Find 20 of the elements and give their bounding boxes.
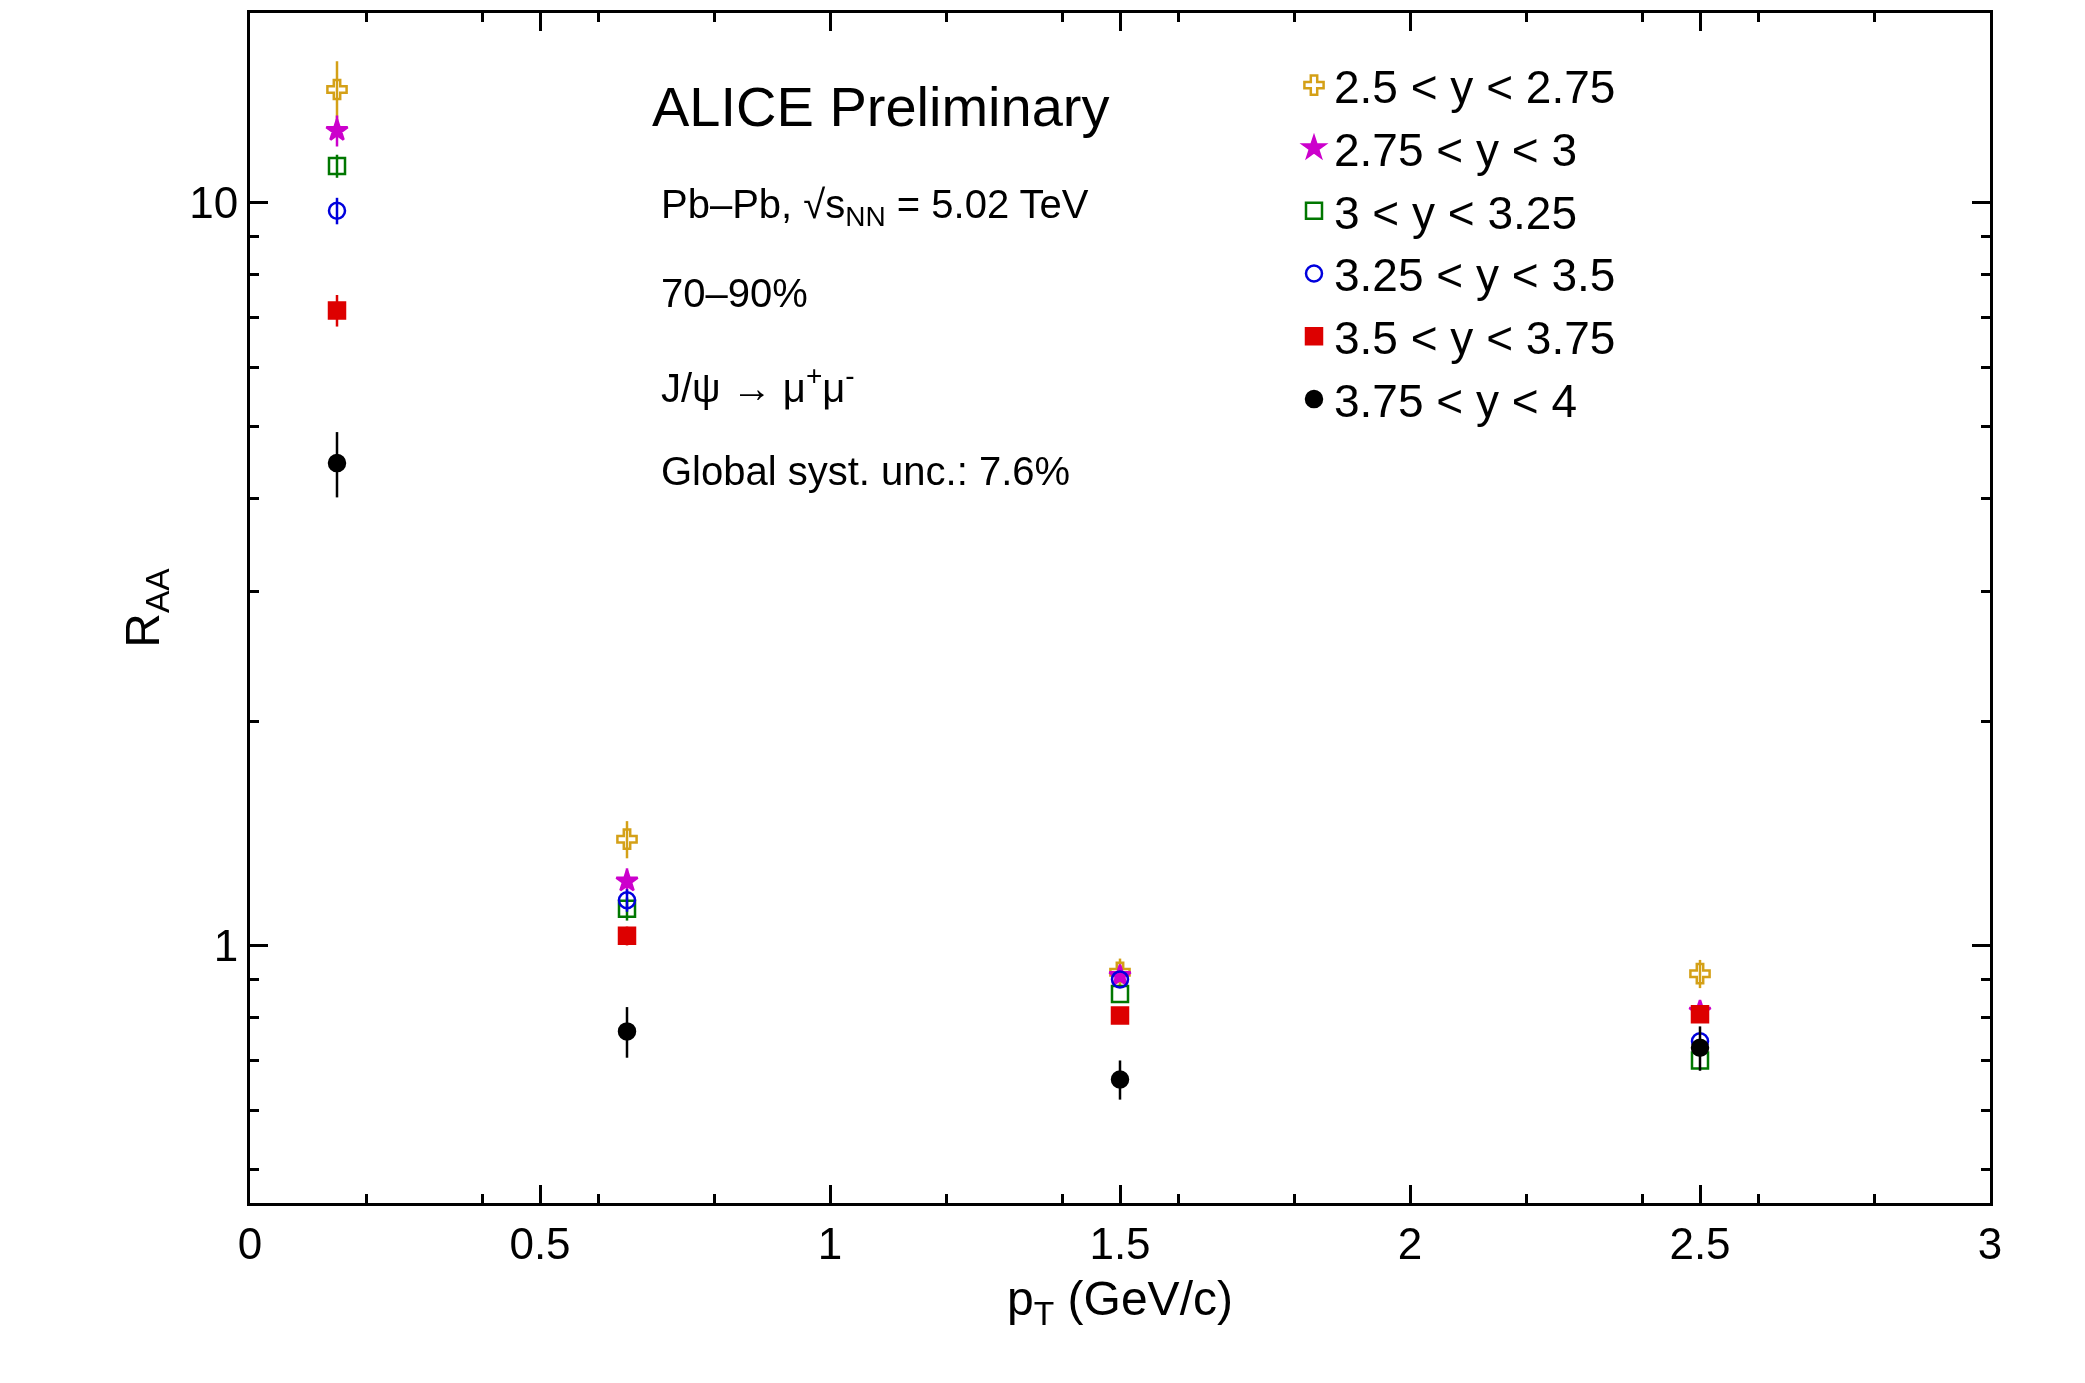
annotation: 70–90% bbox=[661, 271, 808, 315]
y-tick-label: 10 bbox=[189, 178, 239, 228]
x-axis-title: p$_{T}$ (GeV/c) bbox=[1007, 1271, 1233, 1332]
annotation: ALICE Preliminary bbox=[652, 75, 1110, 138]
annotation: Pb–Pb, √s$_{NN}$ = 5.02 TeV bbox=[661, 182, 1089, 233]
legend-label: 3 < y < 3.25 bbox=[1334, 186, 1577, 239]
legend-label: 3.75 < y < 4 bbox=[1334, 375, 1577, 428]
legend-label: 3.25 < y < 3.5 bbox=[1334, 249, 1616, 302]
legend-label: 2.75 < y < 3 bbox=[1334, 123, 1577, 176]
annotation: Global syst. unc.: 7.6% bbox=[661, 449, 1071, 493]
legend-label: 3.5 < y < 3.75 bbox=[1334, 312, 1616, 365]
annotation: J/ψ → μ$^{+}$μ$^{-}$ bbox=[661, 360, 855, 410]
x-tick-label: 2 bbox=[1397, 1218, 1423, 1268]
x-tick-label: 1 bbox=[817, 1218, 843, 1268]
x-tick-label: 2.5 bbox=[1669, 1218, 1731, 1268]
x-tick-label: 0 bbox=[237, 1218, 263, 1268]
x-tick-label: 1.5 bbox=[1089, 1218, 1151, 1268]
legend-label: 2.5 < y < 2.75 bbox=[1334, 61, 1616, 114]
x-tick-label: 0.5 bbox=[509, 1218, 571, 1268]
x-tick-label: 3 bbox=[1977, 1218, 2003, 1268]
